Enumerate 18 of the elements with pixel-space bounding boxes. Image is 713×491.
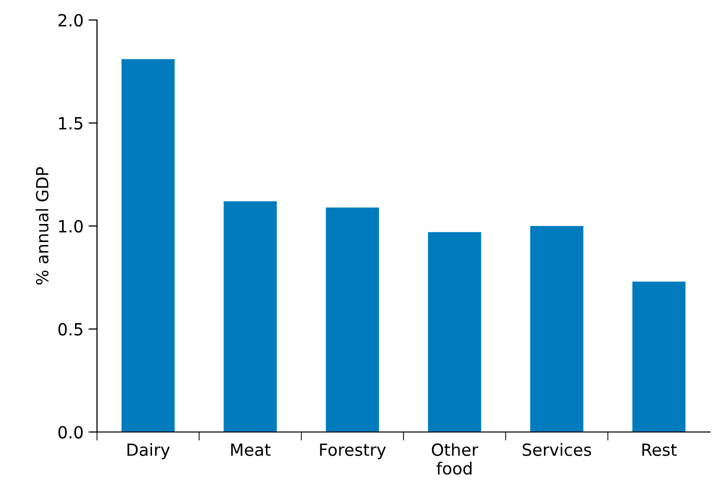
x-tick-label: Forestry: [320, 444, 386, 460]
x-tick-label: Dairy: [128, 443, 170, 460]
y-tick-label: 1.5: [59, 117, 82, 130]
x-tick-label: Services: [522, 443, 592, 456]
bar: [632, 282, 686, 432]
y-tick-label: 1.0: [59, 220, 83, 233]
bar: [530, 226, 584, 432]
y-tick-label: 0.5: [58, 322, 82, 336]
bar: [428, 232, 482, 432]
bar: [326, 207, 379, 432]
x-tick-label: Meat: [231, 444, 271, 456]
y-tick-label: 0.0: [58, 426, 83, 439]
y-tick-label: 2.0: [58, 14, 83, 27]
bar: [224, 201, 277, 432]
y-axis-title: % annual GDP: [36, 167, 49, 285]
x-tick-label: Other food: [432, 443, 478, 475]
x-tick-label: Rest: [642, 444, 677, 456]
bar: [122, 59, 175, 432]
